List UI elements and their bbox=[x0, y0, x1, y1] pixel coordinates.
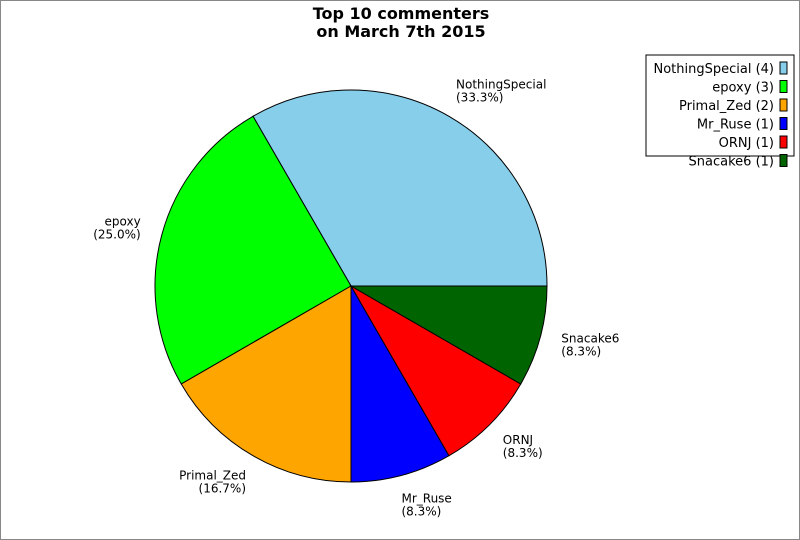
legend-entry-label: ORNJ (1) bbox=[719, 136, 774, 151]
pie-slice-snacake6 bbox=[349, 285, 548, 385]
chart-title-line-1: Top 10 commenters bbox=[313, 4, 490, 23]
legend-swatch bbox=[779, 154, 788, 167]
slice-label-name: Primal_Zed bbox=[179, 469, 246, 483]
pie-slice-mr-ruse bbox=[350, 284, 450, 483]
legend-swatch bbox=[779, 117, 788, 130]
pie-slice-ornj bbox=[349, 284, 522, 457]
slice-label-percent: (16.7%) bbox=[199, 482, 246, 496]
slice-label-percent: (8.3%) bbox=[401, 504, 441, 518]
pie-slice-nothingspecial bbox=[252, 89, 548, 287]
legend-entry-label: Snacake6 (1) bbox=[689, 155, 774, 170]
legend-swatch bbox=[779, 98, 788, 112]
legend-entry-label: Mr_Ruse (1) bbox=[697, 118, 774, 133]
legend-swatch bbox=[779, 80, 788, 93]
slice-label-percent: (25.0%) bbox=[93, 228, 140, 242]
legend-box bbox=[645, 54, 795, 157]
slice-label-name: epoxy bbox=[105, 215, 141, 229]
legend-entry-label: Primal_Zed (2) bbox=[679, 99, 774, 114]
slice-label-percent: (8.3%) bbox=[503, 446, 543, 460]
legend-swatch bbox=[779, 61, 788, 75]
slice-label-name: Mr_Ruse bbox=[401, 491, 451, 505]
legend-swatch bbox=[779, 135, 788, 149]
slice-label-name: NothingSpecial bbox=[456, 77, 546, 91]
legend: NothingSpecial (4) epoxy (3) Primal_Zed (2… bbox=[645, 54, 795, 170]
slice-label-percent: (8.3%) bbox=[561, 344, 601, 358]
chart-title-line-2: on March 7th 2015 bbox=[316, 22, 485, 41]
slice-label-name: Snacake6 bbox=[561, 331, 619, 345]
pie-slice-primal-zed bbox=[180, 285, 352, 483]
slice-label-name: ORNJ bbox=[503, 433, 533, 447]
legend-entry-label: NothingSpecial (4) bbox=[653, 62, 774, 77]
pie-slice-epoxy bbox=[154, 115, 352, 385]
slice-label-percent: (33.3%) bbox=[456, 90, 503, 104]
legend-entry-label: epoxy (3) bbox=[712, 81, 774, 96]
